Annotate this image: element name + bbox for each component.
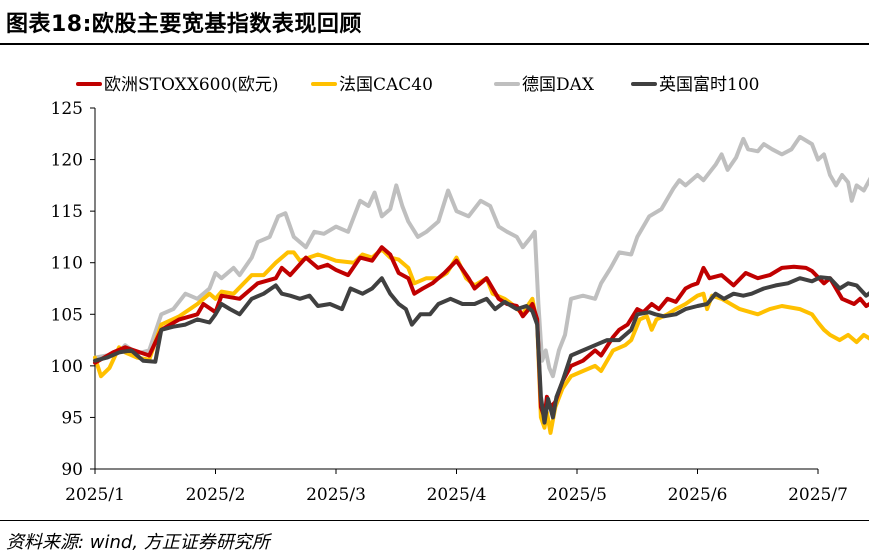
- series-line-3: [93, 134, 869, 379]
- figure-title: 图表18:欧股主要宽基指数表现回顾: [6, 12, 362, 37]
- title-rule: [0, 43, 869, 45]
- x-tick-label: 2025/1: [65, 485, 125, 505]
- y-tick-label: 110: [51, 254, 83, 274]
- source-note: 资料来源: wind, 方正证券研究所: [6, 532, 270, 553]
- legend-label: 欧洲STOXX600(欧元): [104, 75, 279, 95]
- y-tick-label: 105: [51, 305, 83, 325]
- chart-legend: 欧洲STOXX600(欧元) 法国CAC40 德国DAX 英国富时100: [76, 75, 759, 95]
- chart-axes: 90 95 100 105 110 115 120 125 2025/1 2025/2 2025/3…: [51, 99, 848, 505]
- x-tick-label: 2025/3: [306, 485, 366, 505]
- line-chart: 90 95 100 105 110 115 120 125 2025/1 2025/2 2025/3…: [51, 75, 869, 505]
- series-line-4: [93, 275, 869, 425]
- y-tick-label: 90: [61, 460, 83, 480]
- y-tick-label: 115: [51, 202, 83, 222]
- legend-label: 法国CAC40: [339, 75, 433, 95]
- x-tick-label: 2025/5: [547, 485, 607, 505]
- x-tick-label: 2025/2: [186, 485, 246, 505]
- x-tick-label: 2025/7: [788, 485, 848, 505]
- legend-label: 德国DAX: [522, 75, 595, 95]
- y-tick-label: 120: [51, 151, 83, 171]
- source-rule: [0, 520, 869, 521]
- chart-series: [93, 134, 869, 435]
- x-tick-label: 2025/4: [427, 485, 487, 505]
- y-tick-label: 100: [51, 357, 83, 377]
- series-line-1: [93, 245, 869, 420]
- y-tick-label: 125: [51, 99, 83, 119]
- x-tick-label: 2025/6: [668, 485, 728, 505]
- legend-label: 英国富时100: [659, 75, 759, 95]
- y-tick-label: 95: [61, 408, 83, 428]
